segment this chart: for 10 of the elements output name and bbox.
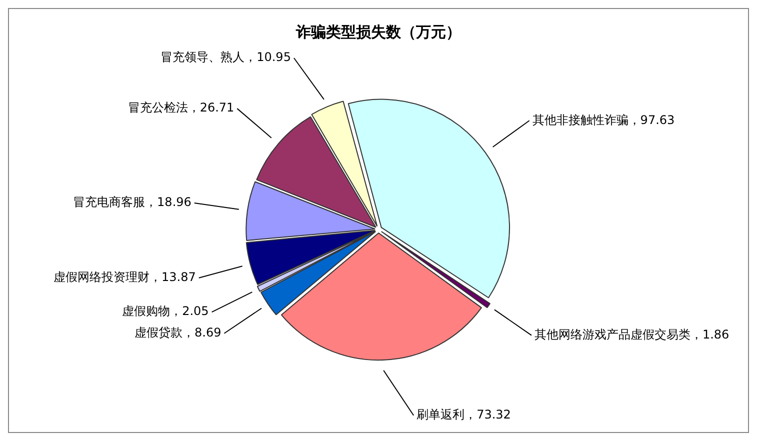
slice-label: 其他非接触性诈骗，97.63 — [532, 112, 675, 127]
slice-label: 虚假购物，2.05 — [122, 304, 209, 318]
slice-label: 虚假网络投资理财，13.87 — [54, 270, 196, 284]
slice-label: 其他网络游戏产品虚假交易类，1.86 — [534, 327, 730, 342]
slice-label: 冒充电商客服，18.96 — [73, 195, 192, 210]
slice-label: 刷单返利，73.32 — [416, 408, 511, 422]
slice-label: 冒充领导、熟人，10.95 — [160, 50, 291, 64]
slice-label: 冒充公检法，26.71 — [128, 100, 234, 115]
slice-label: 虚假贷款，8.69 — [134, 326, 222, 340]
chart-title: 诈骗类型损失数（万元） — [295, 22, 461, 41]
